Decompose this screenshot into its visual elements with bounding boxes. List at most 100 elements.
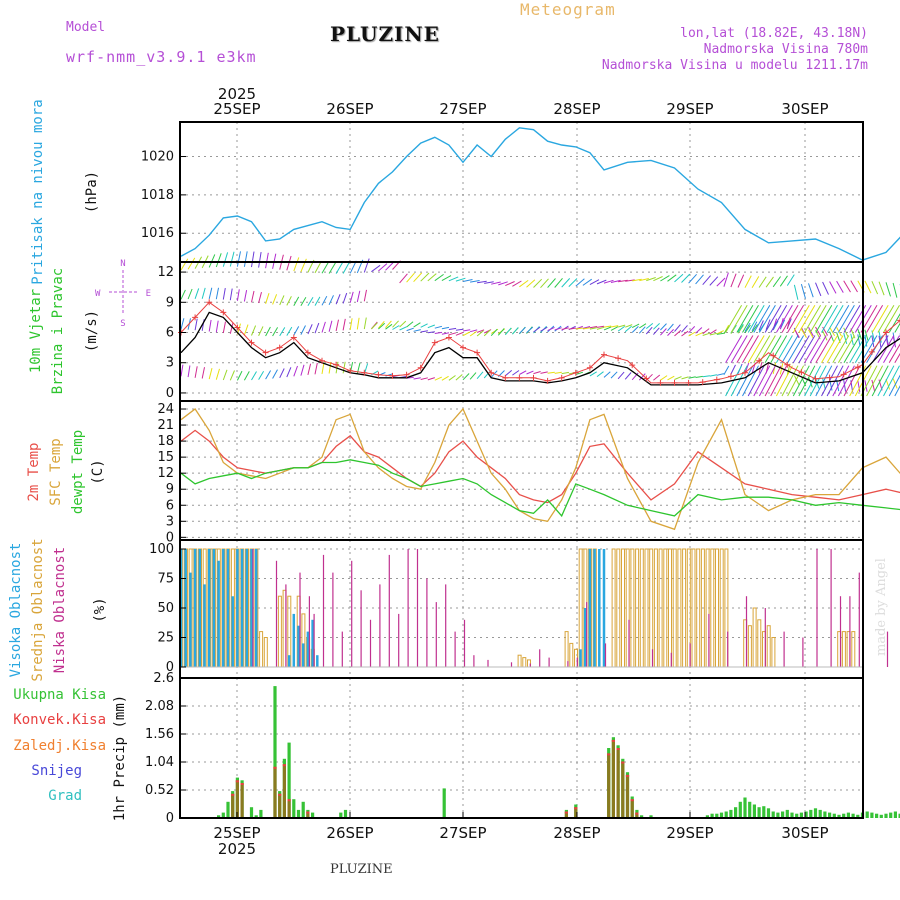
wind-unit: (m/s) <box>84 310 100 352</box>
wind-barb <box>681 273 691 283</box>
wind-barb <box>758 320 764 331</box>
wind-barb <box>392 325 400 330</box>
wind-ylabel: 10m Vjetar <box>28 289 44 373</box>
wind-barb <box>857 380 861 392</box>
wind-hatch <box>826 305 844 333</box>
precip-ylabel: 1hr Precip (mm) <box>112 695 128 821</box>
wind-hatch <box>883 305 900 333</box>
wind-barb <box>638 326 646 334</box>
wind-barb <box>857 328 862 340</box>
wind-hatch <box>832 335 850 363</box>
wind-gust-marker <box>713 376 720 383</box>
total-precip-bar <box>705 815 709 818</box>
wind-gust-marker <box>403 371 410 378</box>
wind-gust-marker <box>361 369 368 376</box>
convective-precip-bar <box>611 739 615 818</box>
wind-hatch <box>804 335 822 363</box>
total-precip-bar <box>719 812 724 818</box>
wind-barb <box>547 326 555 332</box>
wind-barb <box>808 329 814 339</box>
wind-barb <box>554 327 562 331</box>
wind-barb <box>300 297 307 307</box>
wind-barb <box>603 326 612 331</box>
convective-precip-bar <box>630 799 634 818</box>
wind-barb <box>293 257 300 272</box>
convective-precip-cap <box>235 780 239 783</box>
wind-barb <box>462 279 473 282</box>
wind-barb <box>723 365 730 375</box>
wind-barb <box>279 295 285 306</box>
wind-barb <box>540 278 549 289</box>
wind-barb <box>716 373 725 376</box>
wind-hatch <box>815 335 833 363</box>
wind-barb <box>822 281 829 295</box>
wind-barb <box>399 320 407 328</box>
precip-tick-label: 1.56 <box>145 727 174 742</box>
wind-barb <box>793 375 800 386</box>
total-precip-bar <box>879 814 883 818</box>
wind-barb <box>596 279 607 285</box>
wind-barb <box>349 318 353 330</box>
wind-hatch <box>821 335 838 363</box>
wind-barb <box>758 276 767 288</box>
total-precip-bar <box>795 813 799 818</box>
wind-barb <box>603 279 614 284</box>
convective-precip-cap <box>564 811 568 814</box>
wind-barb <box>413 322 421 328</box>
wind-barb <box>342 361 346 374</box>
temperature-ylabel-1: 2m Temp <box>26 442 42 501</box>
wind-barb <box>737 274 745 288</box>
convective-precip-cap <box>231 793 235 796</box>
convective-precip-bar <box>240 783 244 818</box>
wind-hatch <box>804 305 822 333</box>
wind-gust-marker <box>742 369 748 376</box>
wind-barb <box>413 272 423 283</box>
wind-barb <box>603 325 612 328</box>
wind-gust-marker <box>290 334 297 341</box>
wind-barb <box>695 327 703 334</box>
wind-barb <box>639 278 649 282</box>
wind-barb <box>328 295 334 306</box>
total-precip-bar <box>832 813 836 818</box>
wind-gust-marker <box>206 299 213 306</box>
wind-gust-marker <box>812 375 819 382</box>
wind-barb <box>892 282 898 298</box>
wind-barb <box>512 280 522 287</box>
total-precip-bar <box>259 809 263 818</box>
total-precip-bar <box>790 812 794 818</box>
wind-barb <box>243 251 248 267</box>
temperature-unit: (C) <box>90 459 106 484</box>
wind-barb <box>293 326 300 336</box>
convective-precip-bar <box>574 807 578 818</box>
precip-panel-frame <box>179 677 864 819</box>
wind-barb <box>335 319 339 332</box>
wind-gust-marker <box>727 373 734 380</box>
total-precip-bar <box>809 809 813 818</box>
wind-hatch <box>736 335 754 363</box>
mid-cloud-bar <box>522 657 527 668</box>
wind-barb <box>420 377 428 380</box>
mid-cloud-bar <box>668 548 672 668</box>
wind-barb <box>455 374 463 381</box>
wind-barb <box>589 326 598 329</box>
wind-hatch <box>742 335 759 363</box>
wind-barb <box>653 374 661 381</box>
total-precip-bar <box>738 801 742 818</box>
wind-hatch <box>866 305 884 333</box>
wind-gust-marker <box>629 362 636 369</box>
wind-barb <box>434 325 443 329</box>
wind-barb <box>716 332 725 335</box>
wind-barb <box>864 280 872 294</box>
wind-hatch <box>804 365 822 397</box>
total-precip-bar <box>781 811 785 818</box>
wind-barb <box>229 370 235 381</box>
wind-barb <box>808 283 814 298</box>
top-date-label: 25SEP <box>213 100 260 118</box>
wind-barb <box>610 371 618 379</box>
wind-barb <box>744 275 752 288</box>
pressure-tick-label: 1016 <box>141 226 174 241</box>
wind-gust-marker <box>375 371 382 378</box>
wind-barb <box>547 371 555 374</box>
wind-barb <box>328 320 333 332</box>
total-precip-bar <box>339 812 343 818</box>
